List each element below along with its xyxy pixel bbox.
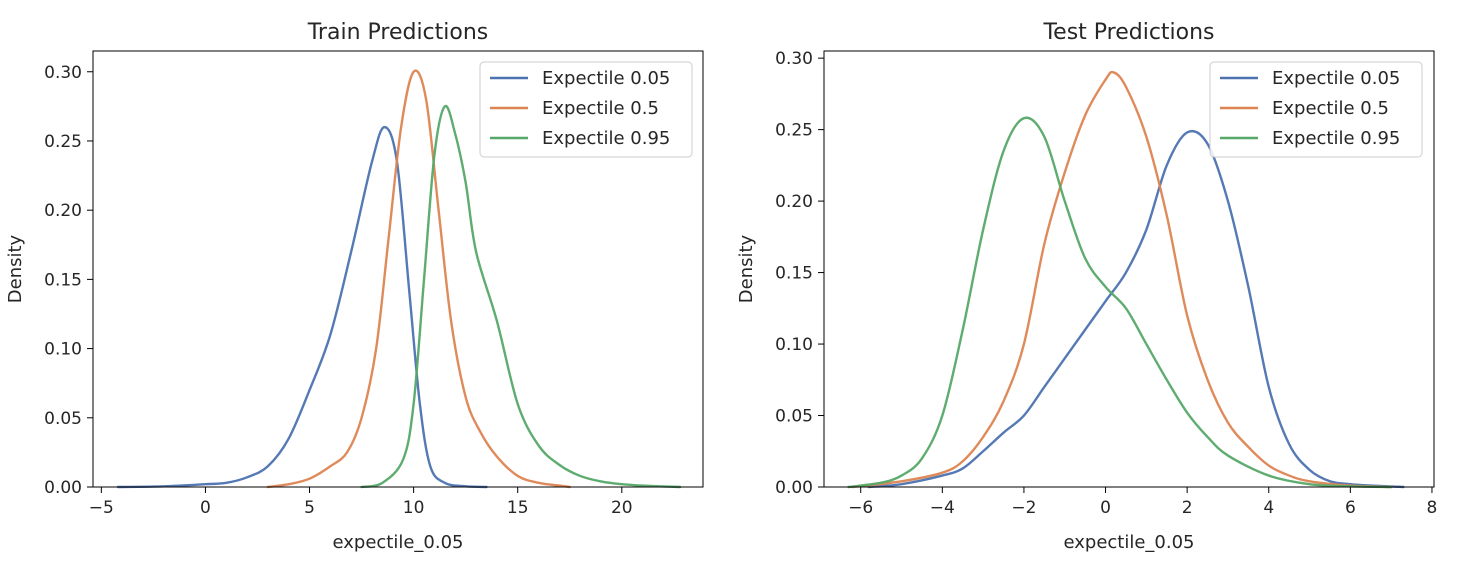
legend-label: Expectile 0.05 [542, 68, 670, 89]
y-tick-label: 0.20 [775, 192, 813, 212]
legend-label: Expectile 0.95 [1272, 128, 1400, 149]
x-axis-label: expectile_0.05 [332, 532, 463, 553]
x-tick-label: 15 [507, 498, 529, 518]
legend: Expectile 0.05 Expectile 0.5 Expectile 0.9… [479, 61, 693, 158]
chart-title: Train Predictions [307, 20, 489, 45]
y-tick-label: 0.00 [775, 478, 813, 498]
y-tick-label: 0.25 [44, 132, 82, 152]
x-tick-label: −2 [1011, 498, 1036, 518]
x-tick-label: 20 [611, 498, 633, 518]
y-axis-label: Density [5, 234, 26, 303]
series-line [360, 104, 682, 489]
series-line [266, 69, 571, 489]
series-line [867, 129, 1405, 489]
series-line [116, 125, 488, 489]
legend-box [1209, 61, 1423, 158]
x-tick-label: 6 [1345, 498, 1356, 518]
y-tick-label: 0.20 [44, 201, 82, 221]
legend-label: Expectile 0.5 [542, 98, 659, 119]
x-tick-label: 4 [1263, 498, 1274, 518]
legend-label: Expectile 0.5 [1272, 98, 1389, 119]
y-tick-label: 0.05 [775, 407, 813, 427]
y-tick-label: 0.00 [44, 478, 82, 498]
y-tick-label: 0.30 [775, 49, 813, 69]
x-axis-label: expectile_0.05 [1063, 532, 1194, 553]
y-tick-label: 0.25 [775, 121, 813, 141]
x-tick-label: 10 [403, 498, 425, 518]
legend-label: Expectile 0.05 [1272, 68, 1400, 89]
x-tick-label: −6 [848, 498, 873, 518]
y-tick-label: 0.15 [44, 270, 82, 290]
y-axis-label: Density [736, 234, 757, 303]
series-line [851, 70, 1393, 489]
x-tick-label: 0 [1100, 498, 1111, 518]
axes-frame [92, 50, 704, 488]
series-line [847, 116, 1393, 489]
legend-box [479, 61, 693, 158]
y-tick-label: 0.10 [44, 340, 82, 360]
legend: Expectile 0.05 Expectile 0.5 Expectile 0.9… [1209, 61, 1423, 158]
y-tick-label: 0.30 [44, 63, 82, 83]
chart-panel: −6 −4 −2 0 2 4 6 8 0.00 0.05 0.10 0.15 0.20 0.25 0.30 T… [736, 20, 1437, 553]
x-tick-label: 8 [1427, 498, 1438, 518]
legend-label: Expectile 0.95 [542, 128, 670, 149]
x-tick-label: −4 [930, 498, 955, 518]
chart-title: Test Predictions [1042, 20, 1214, 45]
y-tick-label: 0.10 [775, 335, 813, 355]
x-tick-label: 5 [304, 498, 315, 518]
y-tick-label: 0.05 [44, 409, 82, 429]
x-tick-label: −5 [89, 498, 114, 518]
chart-panel: −5 0 5 10 15 20 0.00 0.05 0.10 0.15 0.20 0.25 0.30 Tr… [5, 20, 704, 553]
y-tick-label: 0.15 [775, 264, 813, 284]
axes-frame [823, 50, 1435, 488]
x-tick-label: 2 [1182, 498, 1193, 518]
x-tick-label: 0 [200, 498, 211, 518]
